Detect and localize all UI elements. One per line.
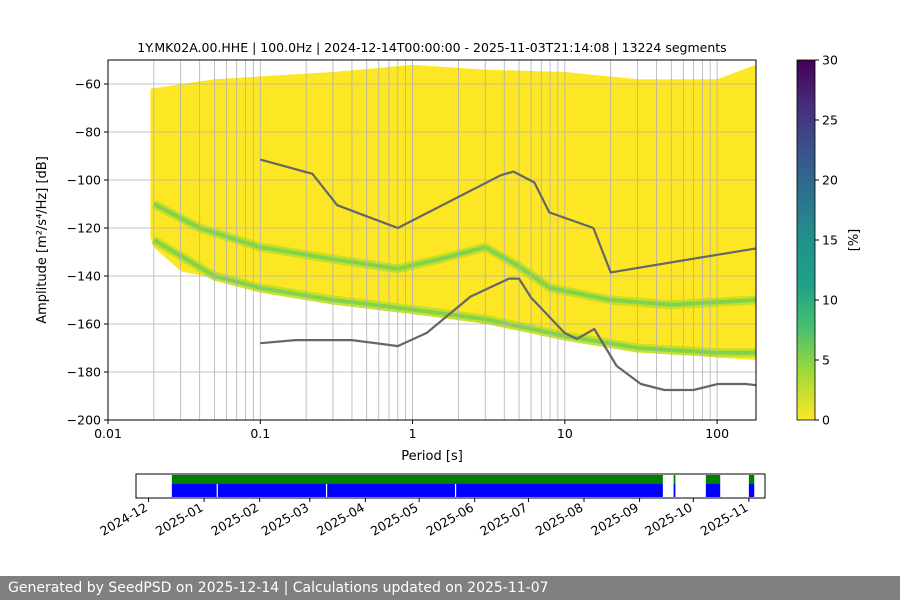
psd-figure: 1Y.MK02A.00.HHE | 100.0Hz | 2024-12-14T0… bbox=[35, 40, 862, 539]
y-tick-label: −140 bbox=[67, 269, 101, 284]
density-envelope bbox=[150, 64, 756, 361]
colorbar-tick-label: 25 bbox=[822, 113, 838, 128]
colorbar-tick-label: 5 bbox=[822, 353, 830, 368]
x-tick-label: 1 bbox=[409, 426, 417, 441]
colorbar-label: [%] bbox=[847, 229, 862, 252]
x-tick-label: 0.1 bbox=[250, 426, 270, 441]
availability-blue-bar bbox=[171, 484, 663, 497]
plot-frame bbox=[107, 59, 757, 421]
y-tick-label: −160 bbox=[67, 317, 101, 332]
grid-lines bbox=[108, 60, 756, 421]
colorbar-tick-label: 20 bbox=[822, 173, 838, 188]
colorbar-tick-label: 10 bbox=[822, 293, 838, 308]
availability-green-bar bbox=[171, 475, 663, 484]
date-tick-label: 2025-02 bbox=[208, 500, 261, 539]
y-axis: −60 −80 −100 −120 −140 −160 −180 −200 bbox=[67, 77, 108, 428]
date-tick-label: 2025-07 bbox=[477, 500, 530, 539]
date-tick-label: 2025-08 bbox=[533, 500, 586, 539]
y-tick-label: −60 bbox=[75, 77, 101, 92]
footer-bar: Generated by SeedPSD on 2025-12-14 | Cal… bbox=[0, 576, 900, 600]
y-axis-label: Amplitude [m²/s⁴/Hz] [dB] bbox=[35, 156, 50, 324]
colorbar-tick-label: 0 bbox=[822, 413, 830, 428]
y-tick-label: −80 bbox=[75, 125, 101, 140]
availability-green-bar bbox=[748, 475, 755, 484]
date-tick-label: 2025-09 bbox=[588, 500, 641, 539]
x-tick-label: 10 bbox=[557, 426, 573, 441]
date-tick-label: 2025-04 bbox=[314, 500, 367, 539]
date-tick-label: 2025-01 bbox=[153, 500, 206, 539]
x-axis-label: Period [s] bbox=[401, 449, 463, 464]
availability-gap bbox=[325, 484, 328, 497]
availability-green-bar bbox=[673, 475, 676, 484]
y-tick-label: −180 bbox=[67, 365, 101, 380]
y-tick-label: −200 bbox=[67, 413, 101, 428]
availability-blue-bar bbox=[705, 484, 721, 497]
colorbar bbox=[796, 59, 816, 421]
date-tick-label: 2024-12 bbox=[97, 500, 150, 539]
y-tick-label: −100 bbox=[67, 173, 101, 188]
date-tick-label: 2025-06 bbox=[423, 500, 476, 539]
date-tick-label: 2025-05 bbox=[368, 500, 421, 539]
density-ridge-main-mode bbox=[152, 202, 757, 307]
series-line-nlnm bbox=[260, 277, 757, 392]
y-tick-label: −120 bbox=[67, 221, 101, 236]
colorbar-tick-label: 15 bbox=[822, 233, 838, 248]
availability-green-bar bbox=[705, 475, 721, 484]
availability-blue-bar bbox=[748, 484, 755, 497]
colorbar-ticks: 0 5 10 15 20 25 30 bbox=[815, 53, 838, 428]
footer-text: Generated by SeedPSD on 2025-12-14 | Cal… bbox=[8, 580, 549, 596]
density-heatmap bbox=[150, 64, 757, 361]
noise-models bbox=[260, 158, 757, 392]
colorbar-tick-label: 30 bbox=[822, 53, 838, 68]
availability-gap bbox=[216, 484, 218, 497]
date-tick-label: 2025-11 bbox=[698, 500, 751, 539]
x-axis: 0.01 0.1 1 10 100 bbox=[94, 420, 729, 441]
availability-blue-bar bbox=[673, 484, 676, 497]
chart-title: 1Y.MK02A.00.HHE | 100.0Hz | 2024-12-14T0… bbox=[137, 40, 726, 55]
date-tick-label: 2025-10 bbox=[642, 500, 695, 539]
x-tick-label: 0.01 bbox=[94, 426, 122, 441]
availability-gap bbox=[454, 484, 457, 497]
x-tick-label: 100 bbox=[705, 426, 729, 441]
availability-bars bbox=[171, 475, 755, 497]
series-line-nhnm bbox=[260, 158, 757, 274]
date-tick-label: 2025-03 bbox=[259, 500, 312, 539]
